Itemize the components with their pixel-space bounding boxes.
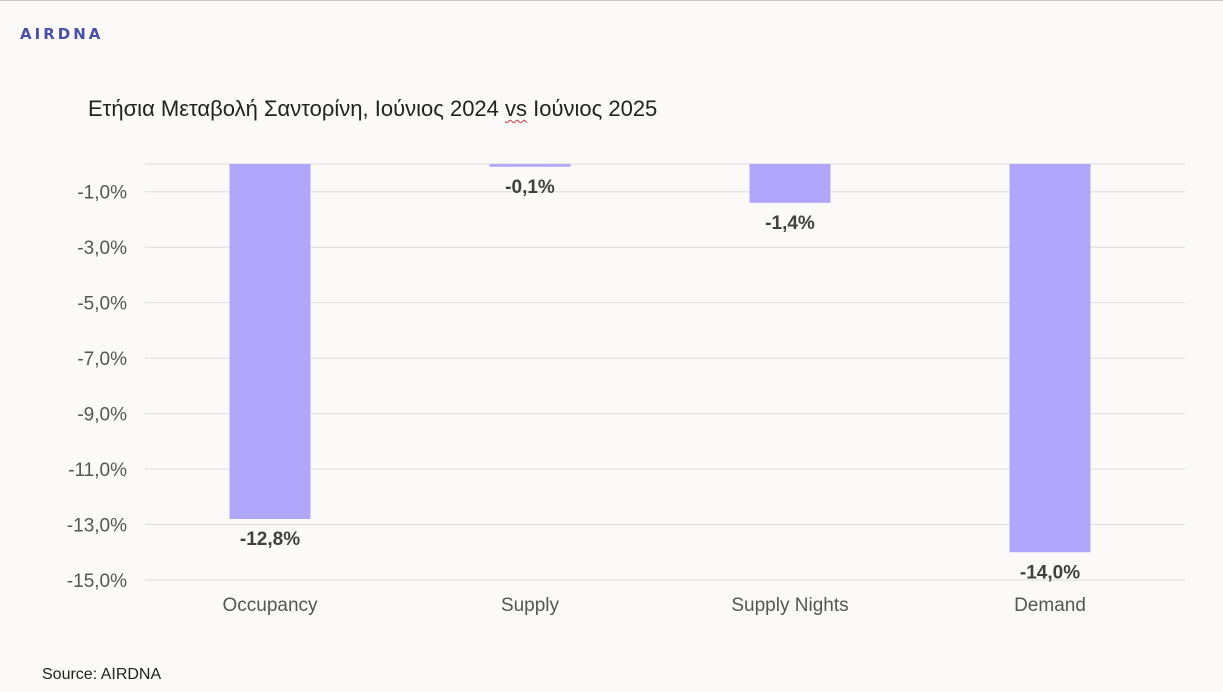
bar xyxy=(749,164,831,203)
chart-title: Ετήσια Μεταβολή Σαντορίνη, Ιούνιος 2024 … xyxy=(88,96,657,122)
data-label: -0,1% xyxy=(505,177,555,198)
data-label: -12,8% xyxy=(240,529,300,550)
y-tick-label: -3,0% xyxy=(77,238,127,259)
y-tick-label: -9,0% xyxy=(77,405,127,426)
y-tick-label: -5,0% xyxy=(77,294,127,315)
chart-title-before: Ετήσια Μεταβολή Σαντορίνη, Ιούνιος 2024 xyxy=(88,96,506,121)
chart-title-marked-word: vs xyxy=(505,96,528,121)
data-label: -14,0% xyxy=(1020,562,1080,583)
y-tick-label: -13,0% xyxy=(67,516,127,537)
x-category-label: Demand xyxy=(1014,595,1086,616)
bar xyxy=(489,164,571,167)
y-tick-label: -7,0% xyxy=(77,349,127,370)
airdna-logo: AIRDNA xyxy=(20,25,104,43)
data-label: -1,4% xyxy=(765,213,815,234)
x-category-label: Occupancy xyxy=(222,595,318,616)
bar xyxy=(1009,164,1091,553)
source-note: Source: AIRDNA xyxy=(42,666,162,683)
bar xyxy=(229,164,311,519)
x-category-label: Supply xyxy=(501,595,560,616)
x-category-label: Supply Nights xyxy=(731,595,848,616)
y-tick-label: -1,0% xyxy=(77,183,127,204)
y-tick-label: -15,0% xyxy=(67,571,127,592)
chart-title-after: Ιούνιος 2025 xyxy=(527,96,658,121)
top-border xyxy=(0,0,1223,1)
y-tick-label: -11,0% xyxy=(68,460,127,481)
